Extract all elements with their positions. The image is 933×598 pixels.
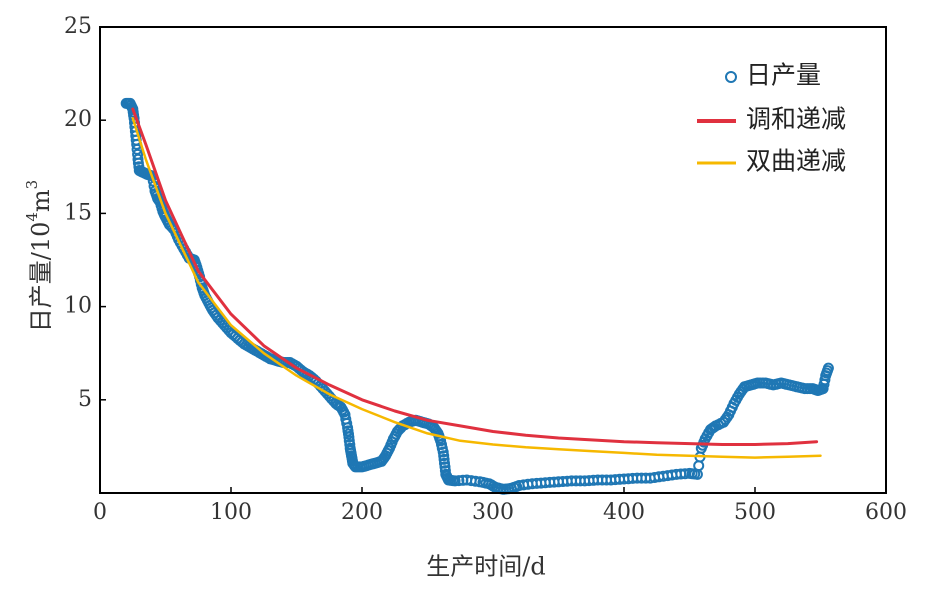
x-tick-label: 600 xyxy=(865,500,907,525)
legend-label-hyperbolic-decline: 双曲递减 xyxy=(746,147,846,176)
x-tick-label: 400 xyxy=(603,500,645,525)
y-tick-label: 25 xyxy=(64,14,92,39)
series-line-harmonic-decline xyxy=(131,107,819,446)
data-point-daily-output xyxy=(693,460,705,472)
y-tick-label: 5 xyxy=(78,387,92,412)
legend: 日产量 调和递减 双曲递减 xyxy=(697,61,846,176)
data-point-daily-output xyxy=(132,153,144,165)
y-axis-label-unit: m xyxy=(27,189,55,212)
x-tick-label: 0 xyxy=(93,500,107,525)
data-point-daily-output xyxy=(341,417,353,429)
plot-frame xyxy=(99,26,887,494)
x-tick-label: 100 xyxy=(210,500,252,525)
y-tick-label: 20 xyxy=(64,107,92,132)
data-point-daily-output xyxy=(438,450,450,462)
y-axis-label-exp2: 3 xyxy=(23,180,41,190)
legend-marker-daily-output xyxy=(725,71,737,83)
x-tick-label: 500 xyxy=(734,500,776,525)
legend-item-harmonic-decline: 调和递减 xyxy=(697,105,846,134)
y-axis-label: 日产量/104m3 xyxy=(23,180,55,332)
data-point-daily-output xyxy=(343,431,355,443)
x-tick-label: 200 xyxy=(341,500,383,525)
x-tick-label: 300 xyxy=(472,500,514,525)
data-point-daily-output xyxy=(449,475,461,487)
y-axis-label-exp1: 4 xyxy=(23,212,41,222)
y-tick-label: 15 xyxy=(64,200,92,225)
y-axis-label-main: 日产量/10 xyxy=(27,222,55,333)
data-point-daily-output xyxy=(822,362,834,374)
y-tick-label: 10 xyxy=(64,294,92,319)
legend-item-hyperbolic-decline: 双曲递减 xyxy=(697,147,846,176)
data-point-daily-output xyxy=(438,453,450,465)
data-point-daily-output xyxy=(470,475,481,487)
legend-label-harmonic-decline: 调和递减 xyxy=(746,105,846,134)
legend-label-daily-output: 日产量 xyxy=(746,61,821,90)
legend-item-daily-output: 日产量 xyxy=(725,61,821,90)
data-point-daily-output xyxy=(453,475,465,487)
x-axis-label: 生产时间/d xyxy=(426,553,545,581)
series-line-hyperbolic-decline xyxy=(131,117,822,459)
y-axis-ticks: 5 10 15 20 25 xyxy=(64,14,106,412)
plot-area-series xyxy=(120,97,834,495)
